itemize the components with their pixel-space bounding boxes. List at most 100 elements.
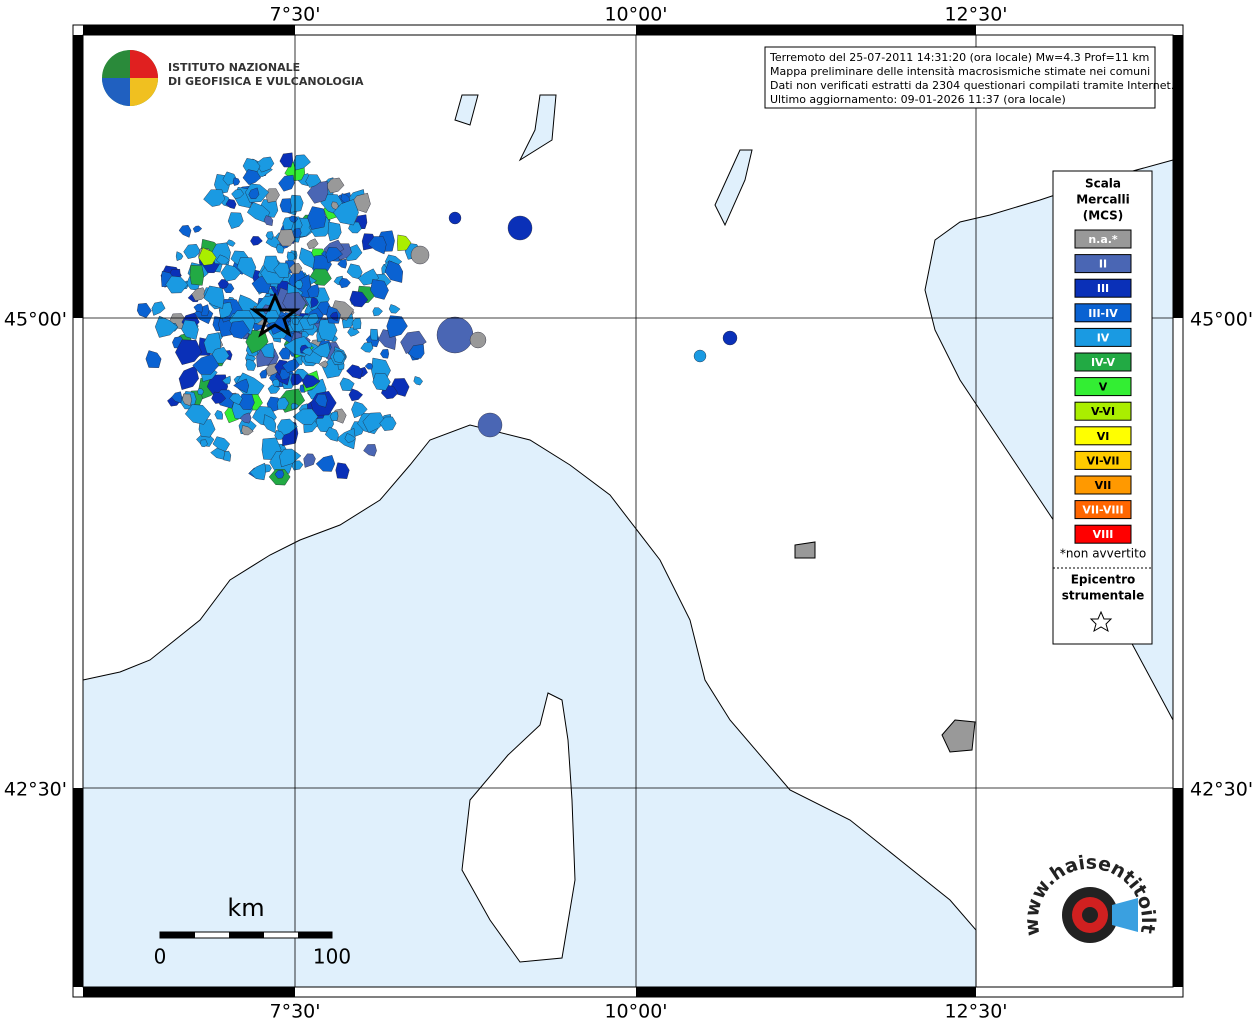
municipality <box>301 374 321 389</box>
municipality <box>370 279 389 300</box>
axis-label: 42°30' <box>1190 779 1253 801</box>
municipality <box>145 350 162 368</box>
municipality <box>279 152 294 168</box>
municipality <box>259 369 268 379</box>
municipality <box>216 254 231 265</box>
municipality <box>303 453 316 468</box>
municipality <box>203 285 225 309</box>
municipality <box>436 316 474 354</box>
municipality <box>231 188 245 199</box>
municipality <box>154 315 179 338</box>
municipality <box>248 187 260 200</box>
logo-text: DI GEOFISICA E VULCANOLOGIA <box>168 75 364 88</box>
municipality <box>379 416 397 431</box>
legend-title: Scala <box>1085 177 1121 191</box>
municipality <box>337 258 347 269</box>
municipality <box>335 462 350 479</box>
legend-label: n.a.* <box>1088 233 1118 246</box>
legend-swatch <box>1074 426 1132 446</box>
legend-label: V-VI <box>1091 405 1115 418</box>
legend-epicentre: strumentale <box>1062 589 1145 603</box>
municipality <box>183 243 201 259</box>
info-line: Terremoto del 25-07-2011 14:31:20 (ora l… <box>769 51 1149 64</box>
municipality <box>239 412 252 424</box>
municipality <box>178 225 192 238</box>
municipality <box>370 328 379 341</box>
municipality <box>386 315 408 338</box>
scale-unit: km <box>227 894 264 922</box>
legend-label: IV-V <box>1091 356 1116 369</box>
legend-title: Mercalli <box>1076 193 1130 207</box>
municipality <box>233 378 250 394</box>
municipality <box>329 411 339 422</box>
municipality <box>200 439 208 448</box>
municipality <box>388 304 401 314</box>
legend-swatch <box>1074 377 1132 397</box>
municipality <box>151 301 166 316</box>
municipality <box>227 212 244 229</box>
municipality <box>203 189 226 207</box>
municipality <box>367 236 387 255</box>
legend-label: VIII <box>1093 528 1114 541</box>
legend-swatch <box>1074 524 1132 544</box>
municipality <box>192 225 203 233</box>
municipality <box>260 342 275 358</box>
municipality <box>289 262 303 274</box>
municipality <box>182 393 192 407</box>
legend-label: VII <box>1095 479 1112 492</box>
lake <box>794 541 816 559</box>
municipalities <box>136 152 738 486</box>
municipality <box>279 198 292 214</box>
municipality <box>279 448 302 468</box>
municipality <box>229 320 251 340</box>
municipality <box>407 344 425 359</box>
municipality <box>507 215 533 241</box>
legend-label: V <box>1099 381 1108 394</box>
municipality <box>693 349 707 363</box>
logo-text: ISTITUTO NAZIONALE <box>168 61 300 74</box>
municipality <box>175 339 202 365</box>
municipality <box>197 388 204 396</box>
municipality <box>306 238 319 250</box>
legend-swatch <box>1074 475 1132 495</box>
municipality <box>349 290 369 308</box>
municipality <box>265 231 274 240</box>
frame-inner <box>82 34 1174 988</box>
lake <box>518 94 557 162</box>
municipality <box>362 412 386 433</box>
logo-part <box>102 78 130 106</box>
frame-segment <box>1173 35 1183 318</box>
legend-label: III <box>1097 282 1109 295</box>
epicentre-star <box>249 292 301 338</box>
municipality <box>277 418 298 438</box>
municipality <box>232 177 241 186</box>
municipality <box>324 426 339 442</box>
logo-part <box>130 78 158 106</box>
axis-label: 10°00' <box>604 1001 667 1023</box>
lake <box>941 719 976 753</box>
legend-epicentre: Epicentro <box>1071 573 1136 587</box>
legend-swatch <box>1074 352 1132 372</box>
frame-segment <box>83 987 295 997</box>
info-frame <box>764 46 1156 109</box>
municipality <box>198 247 217 266</box>
municipality <box>333 199 359 226</box>
municipality <box>310 296 319 309</box>
municipality <box>263 414 277 434</box>
legend-swatch <box>1074 401 1132 421</box>
municipality <box>384 260 404 283</box>
legend-swatch <box>1074 450 1132 470</box>
municipality <box>327 221 342 242</box>
municipality <box>221 375 231 385</box>
legend-swatch <box>1074 500 1132 520</box>
municipality <box>220 264 242 282</box>
legend-swatch <box>1074 303 1132 323</box>
logo-circle <box>1082 907 1098 923</box>
municipality <box>274 469 285 479</box>
frame-segment <box>73 35 83 318</box>
municipality <box>292 408 319 425</box>
municipality <box>325 246 343 263</box>
municipality <box>339 377 355 392</box>
municipality <box>318 360 329 369</box>
municipality <box>348 388 363 402</box>
